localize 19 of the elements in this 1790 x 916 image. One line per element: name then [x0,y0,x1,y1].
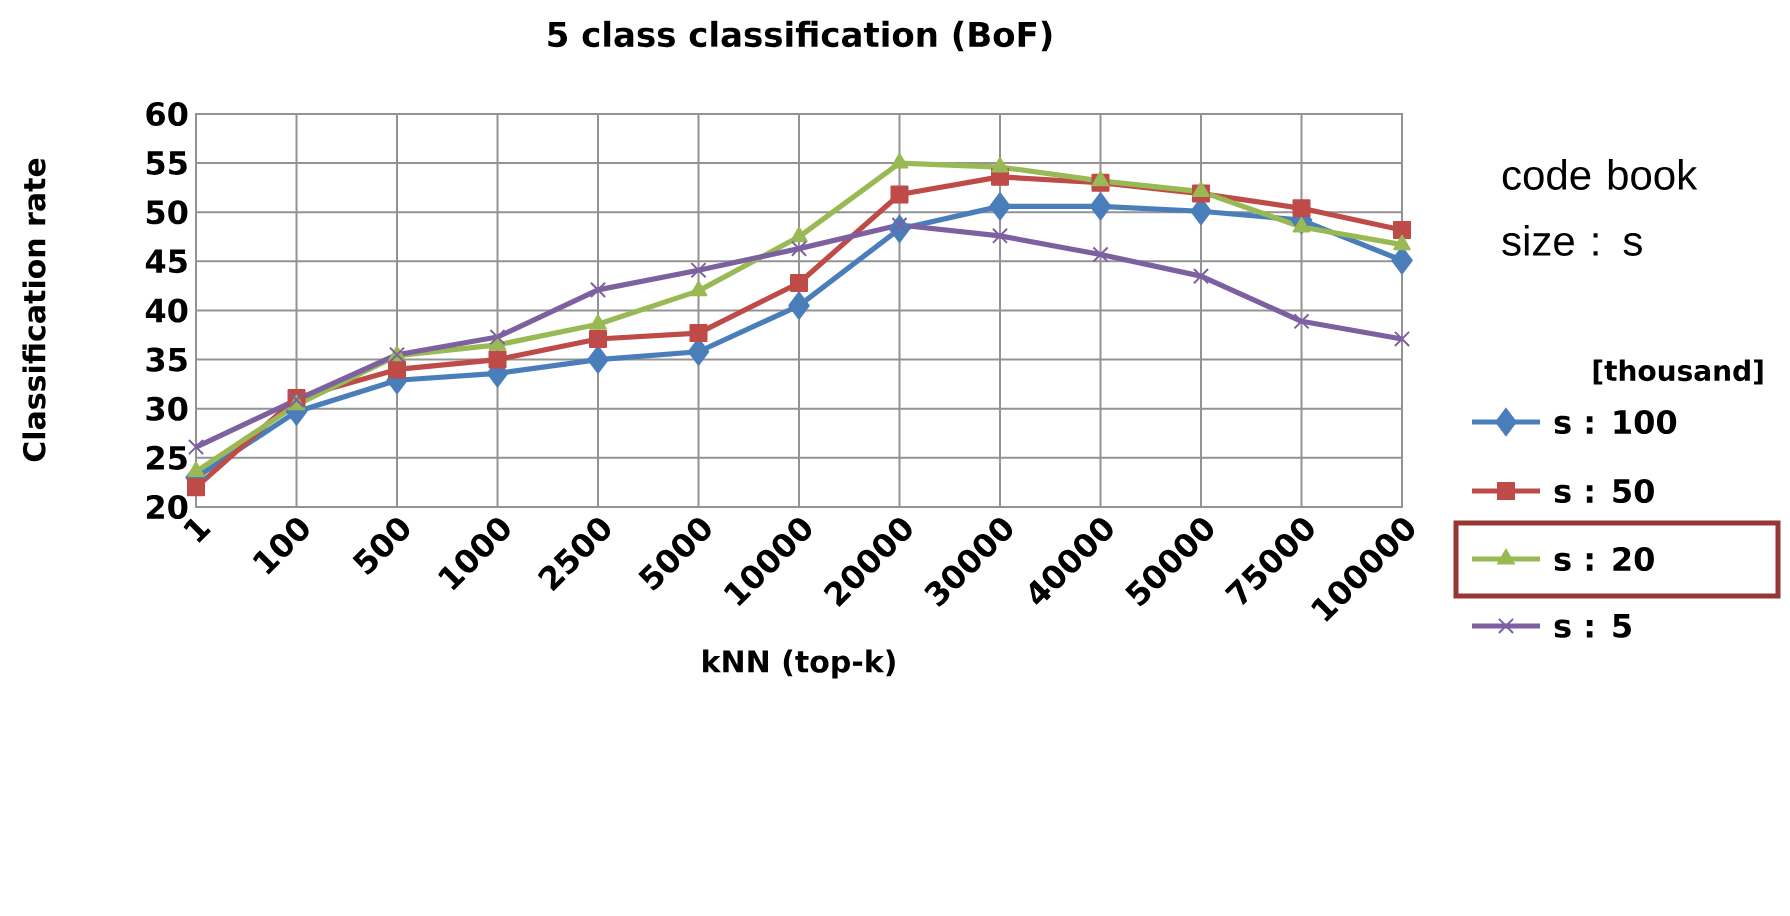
legend-label: s : 20 [1554,546,1654,572]
legend-label: s : 50 [1554,478,1654,504]
legend-label: s : 5 [1554,614,1631,638]
y-tick-label: 25 [146,445,187,470]
y-tick-label: 45 [145,249,187,274]
legend-title: code book size : s [1502,159,1698,256]
y-tick-label: 40 [145,298,188,323]
y-tick-label: 35 [146,347,187,372]
y-axis-title: Classification rate [22,158,46,462]
y-tick-label: 50 [146,200,188,225]
chart-title: 5 class classification (BoF) [548,20,1052,52]
y-tick-label: 55 [146,151,187,175]
x-tick-label: 1 [183,518,211,543]
legend-label: s : 100 [1554,409,1677,435]
y-tick-label: 20 [146,494,188,520]
y-tick-label: 30 [146,396,188,421]
x-axis-title: kNN (top-k) [703,649,895,679]
text: [thousand] [1593,359,1763,385]
y-tick-label: 60 [146,101,188,127]
